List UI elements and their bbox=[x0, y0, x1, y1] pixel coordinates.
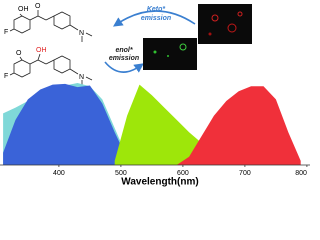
spectrum-area bbox=[176, 86, 301, 165]
atom-label: OH bbox=[36, 47, 47, 54]
x-tick-label: 600 bbox=[177, 170, 189, 177]
atom-label: O bbox=[16, 50, 22, 57]
atom-label: F bbox=[4, 73, 8, 80]
x-tick-label: 500 bbox=[115, 170, 127, 177]
atom-label: O bbox=[35, 3, 41, 10]
structure-top: OH O F N bbox=[4, 3, 93, 42]
keto-label: emission bbox=[141, 15, 171, 22]
x-axis-title: Wavelength(nm) bbox=[121, 177, 198, 188]
keto-label: Keto* bbox=[147, 6, 166, 13]
atom-label: N bbox=[79, 74, 84, 81]
enol-label: enol* bbox=[115, 47, 132, 54]
enol-label: emission bbox=[109, 55, 139, 62]
atom-label: F bbox=[4, 29, 8, 36]
x-tick-label: 400 bbox=[53, 170, 65, 177]
atom-label: N bbox=[79, 30, 84, 37]
enol-micrograph bbox=[143, 38, 197, 70]
structure-bottom: O OH F N bbox=[4, 47, 93, 86]
keto-arrow bbox=[113, 10, 196, 27]
x-tick-label: 800 bbox=[295, 170, 307, 177]
enol-arrow bbox=[104, 61, 144, 73]
spectrum-area bbox=[3, 83, 140, 165]
spectrum-area bbox=[114, 84, 252, 165]
figure: OH O F N O OH F N Keto* emission enol* e… bbox=[0, 3, 310, 188]
keto-micrograph bbox=[198, 4, 252, 44]
atom-label: OH bbox=[18, 6, 29, 13]
x-tick-label: 700 bbox=[239, 170, 251, 177]
